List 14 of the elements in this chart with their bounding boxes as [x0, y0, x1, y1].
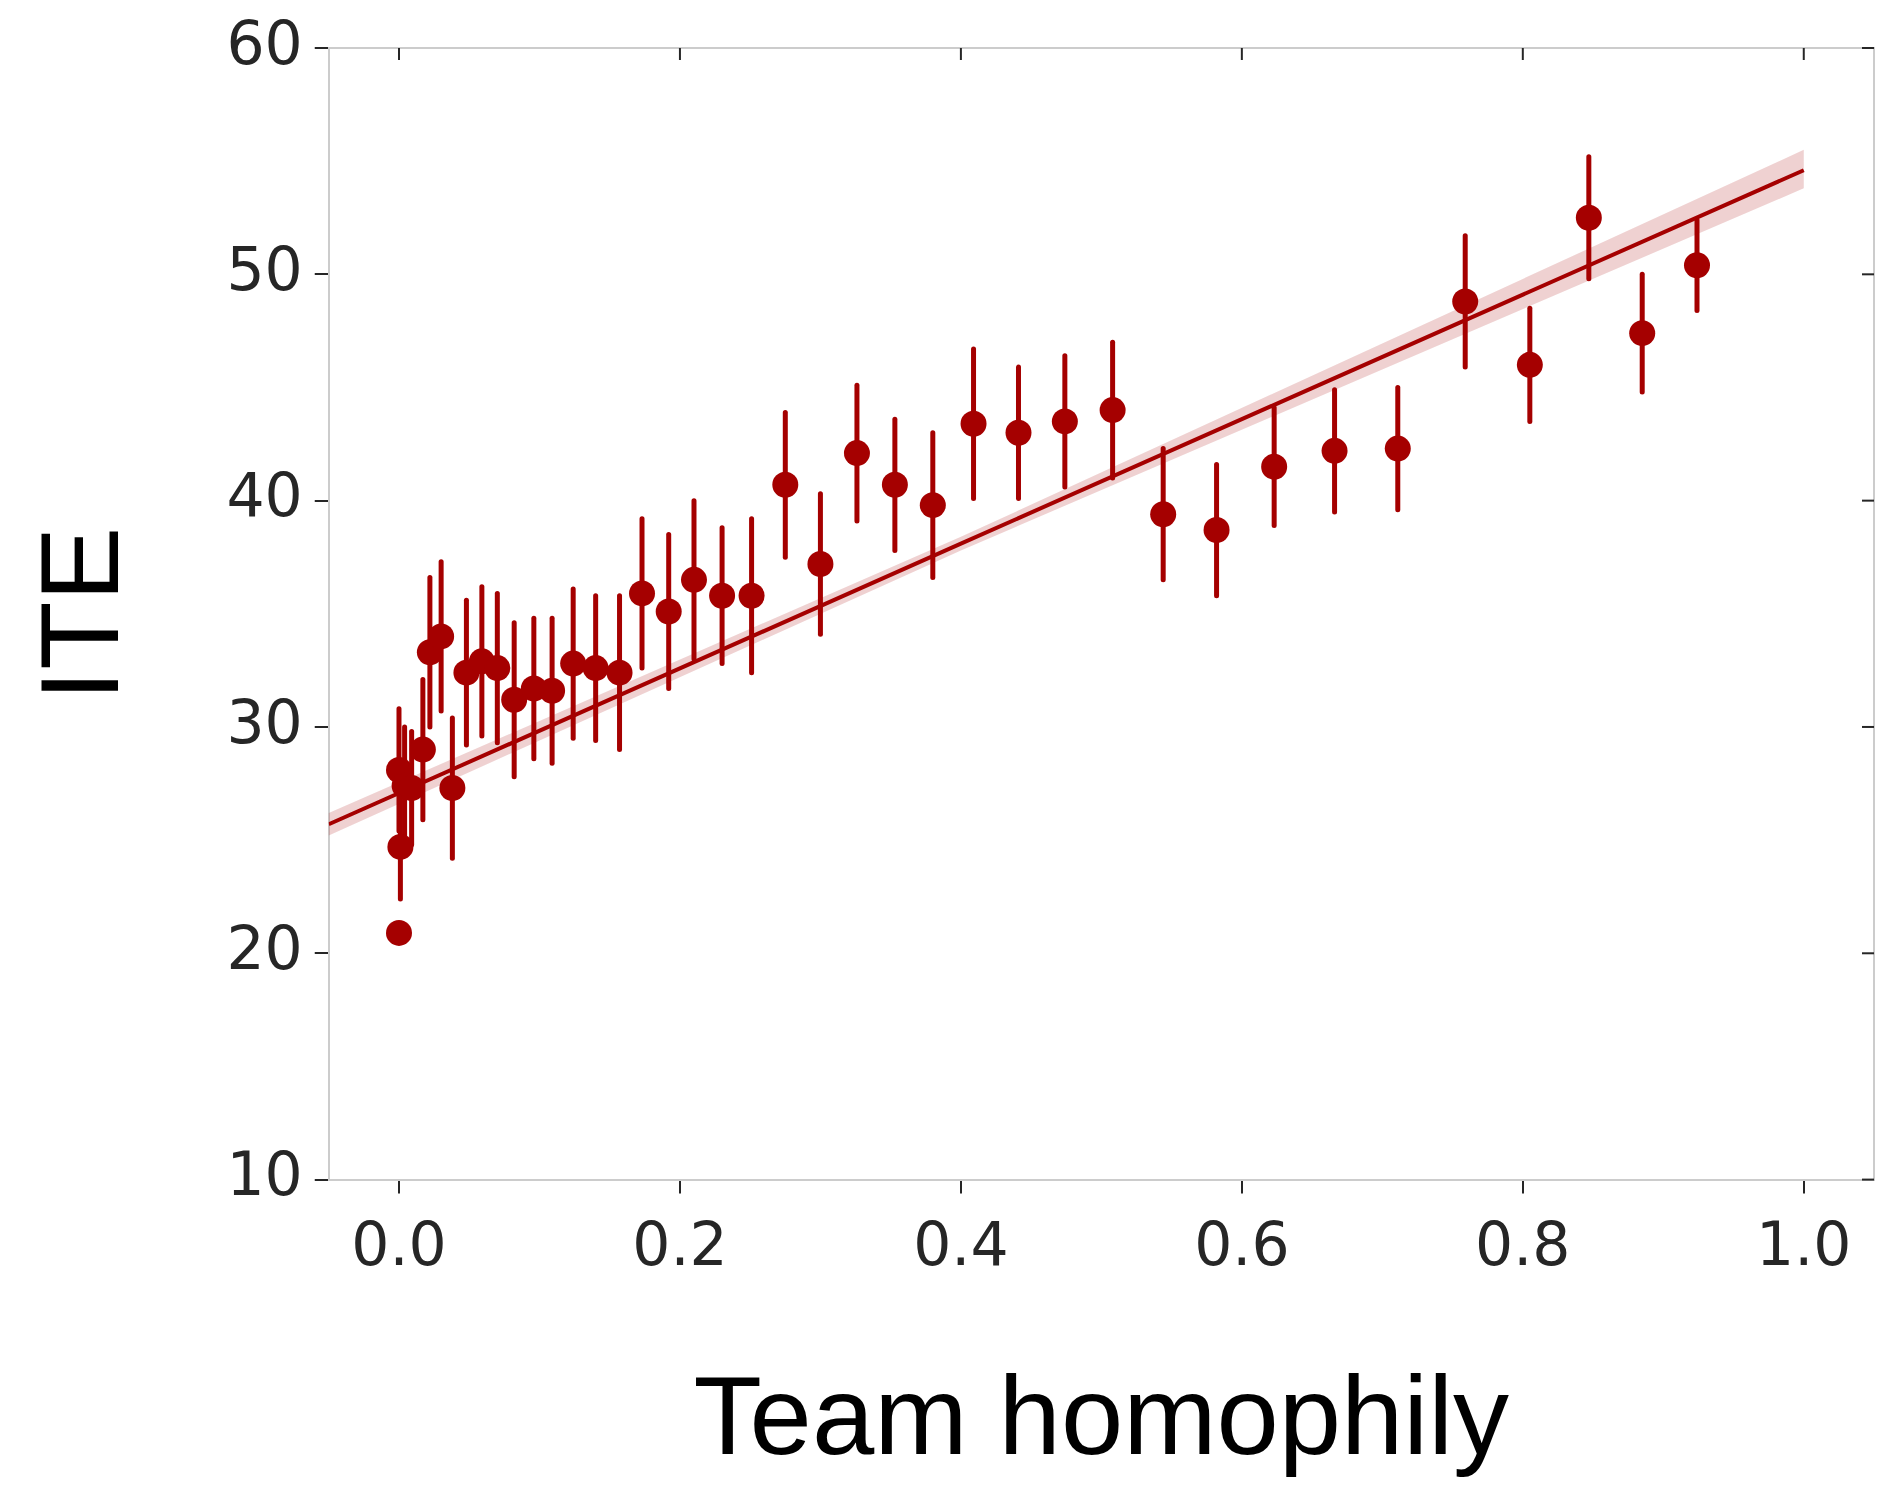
- y-axis-title: ITE: [17, 526, 143, 701]
- x-tick-label: 0.6: [1194, 1209, 1290, 1280]
- x-tick-label: 0.2: [632, 1209, 728, 1280]
- x-tick-label: 0.4: [913, 1209, 1009, 1280]
- y-tick-label: 20: [226, 912, 303, 983]
- y-tick-label: 30: [226, 686, 303, 757]
- x-tick-label: 0.0: [351, 1209, 447, 1280]
- y-tick-label: 10: [226, 1139, 303, 1210]
- y-tick-label: 40: [226, 460, 303, 531]
- y-tick-label: 60: [226, 7, 303, 78]
- x-tick-label: 1.0: [1756, 1209, 1852, 1280]
- x-tick-label: 0.8: [1475, 1209, 1571, 1280]
- y-tick-label: 50: [226, 233, 303, 304]
- x-axis-title: Team homophily: [693, 1352, 1510, 1478]
